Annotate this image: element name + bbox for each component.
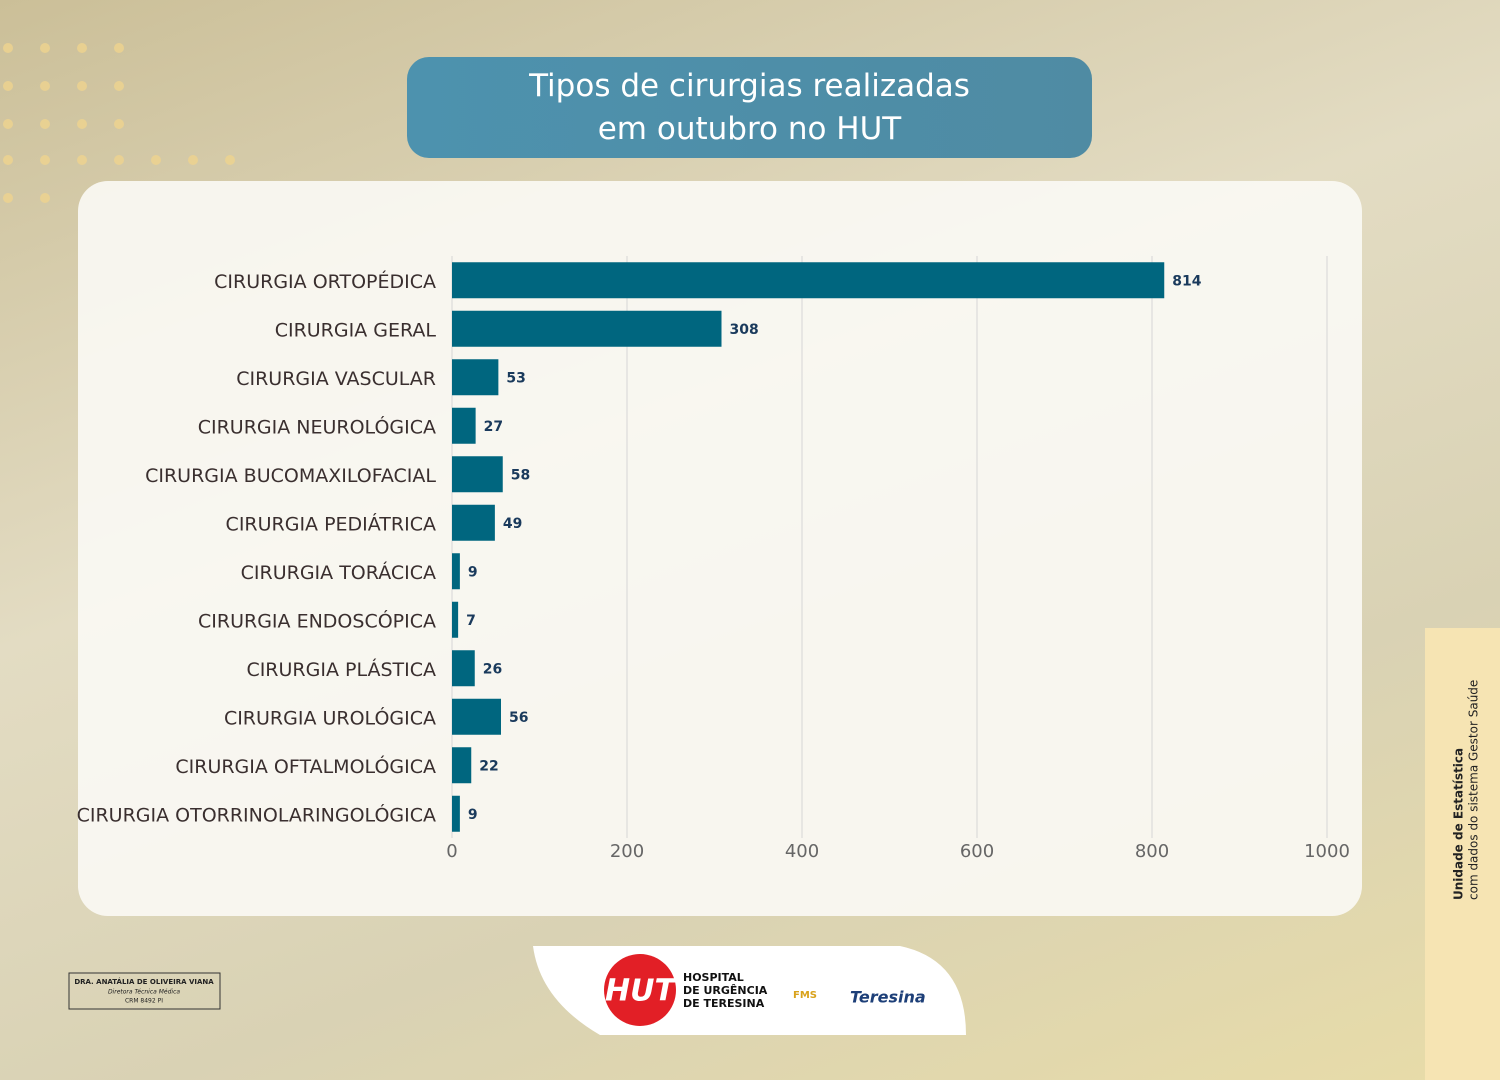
side-strip bbox=[1425, 628, 1500, 1080]
y-tick-label: CIRURGIA BUCOMAXILOFACIAL bbox=[145, 465, 436, 487]
y-tick-label: CIRURGIA ORTOPÉDICA bbox=[214, 270, 436, 293]
signature-crm: CRM 8492 PI bbox=[125, 998, 163, 1005]
signature-name: DRA. ANATÁLIA DE OLIVEIRA VIANA bbox=[74, 977, 214, 986]
value-label: 53 bbox=[506, 370, 525, 386]
x-tick-label: 800 bbox=[1135, 841, 1169, 862]
hut-text: HUT bbox=[605, 974, 677, 1009]
value-label: 22 bbox=[479, 758, 498, 774]
hospital-line: DE TERESINA bbox=[683, 997, 765, 1010]
signature-role: Diretora Técnica Médica bbox=[108, 989, 180, 996]
side-title: Unidade de Estatística bbox=[1452, 748, 1466, 900]
value-label: 56 bbox=[509, 710, 528, 726]
bar bbox=[452, 262, 1165, 299]
y-tick-label: CIRURGIA OTORRINOLARINGOLÓGICA bbox=[77, 802, 436, 826]
bar bbox=[452, 553, 460, 590]
side-text: com dados do sistema Gestor Saúde bbox=[1467, 680, 1481, 900]
dots bbox=[3, 43, 235, 203]
x-tick-label: 600 bbox=[960, 841, 994, 862]
y-tick-label: CIRURGIA TORÁCICA bbox=[241, 561, 436, 584]
value-label: 58 bbox=[511, 467, 530, 483]
y-tick-label: CIRURGIA PEDIÁTRICA bbox=[226, 512, 436, 535]
x-tick-label: 200 bbox=[610, 841, 644, 862]
hospital-line: HOSPITAL bbox=[683, 971, 744, 984]
x-tick-label: 1000 bbox=[1304, 841, 1350, 862]
bar bbox=[452, 601, 459, 638]
value-label: 27 bbox=[484, 419, 503, 435]
value-label: 9 bbox=[468, 807, 478, 823]
value-label: 49 bbox=[503, 516, 522, 532]
bar bbox=[452, 310, 722, 347]
y-tick-label: CIRURGIA OFTALMOLÓGICA bbox=[175, 754, 436, 778]
y-tick-label: CIRURGIA GERAL bbox=[275, 319, 437, 341]
bar bbox=[452, 407, 476, 444]
bar bbox=[452, 456, 503, 493]
bar bbox=[452, 650, 475, 687]
value-label: 9 bbox=[468, 564, 478, 580]
value-label: 26 bbox=[483, 661, 502, 677]
chart-title: Tipos de cirurgias realizadas em outubro… bbox=[529, 67, 970, 147]
y-tick-label: CIRURGIA VASCULAR bbox=[236, 368, 436, 390]
fms-logo: FMS bbox=[793, 990, 817, 1001]
hospital-line: DE URGÊNCIA bbox=[683, 984, 768, 997]
y-tick-label: CIRURGIA PLÁSTICA bbox=[246, 658, 436, 681]
bar bbox=[452, 359, 499, 396]
x-tick-label: 0 bbox=[446, 841, 457, 862]
bar bbox=[452, 698, 501, 735]
x-tick-label: 400 bbox=[785, 841, 819, 862]
value-label: 7 bbox=[466, 613, 476, 629]
bar bbox=[452, 504, 495, 541]
signature-box bbox=[68, 972, 221, 1010]
hut-logo bbox=[604, 954, 676, 1026]
title-box: Tipos de cirurgias realizadas em outubro… bbox=[407, 57, 1092, 158]
y-tick-label: CIRURGIA ENDOSCÓPICA bbox=[198, 608, 436, 632]
value-label: 308 bbox=[730, 322, 759, 338]
bar bbox=[452, 747, 472, 784]
y-tick-label: CIRURGIA NEUROLÓGICA bbox=[198, 414, 436, 438]
city-logo: Teresina bbox=[850, 988, 926, 1007]
y-tick-label: CIRURGIA UROLÓGICA bbox=[224, 705, 436, 729]
chart-panel bbox=[78, 181, 1362, 916]
value-label: 814 bbox=[1172, 273, 1201, 289]
bar bbox=[452, 795, 460, 832]
